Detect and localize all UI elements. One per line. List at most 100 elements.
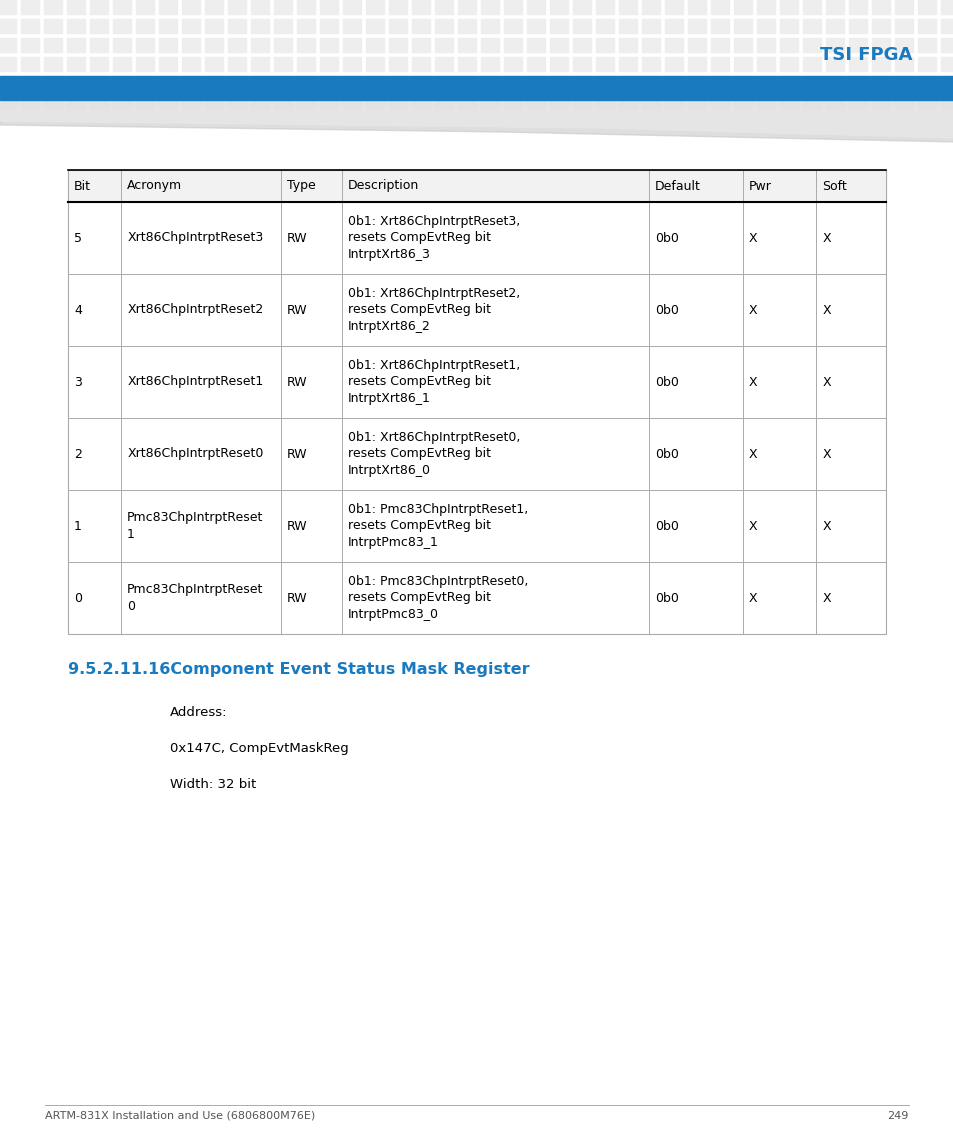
Bar xyxy=(68,169,885,634)
Bar xyxy=(780,38,797,52)
Bar xyxy=(68,169,885,202)
Bar xyxy=(480,0,498,14)
Bar xyxy=(0,76,953,100)
Text: RW: RW xyxy=(287,592,307,605)
Bar xyxy=(618,57,637,71)
Bar xyxy=(319,0,337,14)
Bar xyxy=(825,95,843,109)
Bar xyxy=(733,76,751,90)
Bar xyxy=(205,19,223,33)
Bar xyxy=(664,0,682,14)
Bar xyxy=(550,19,567,33)
Bar xyxy=(733,0,751,14)
Bar xyxy=(802,0,821,14)
Bar xyxy=(757,0,774,14)
Bar xyxy=(480,57,498,71)
Text: 0b0: 0b0 xyxy=(654,520,678,532)
Bar xyxy=(710,95,728,109)
Bar xyxy=(825,0,843,14)
Bar xyxy=(251,19,269,33)
Bar xyxy=(596,19,614,33)
Bar xyxy=(526,57,544,71)
Bar xyxy=(112,95,131,109)
Text: 9.5.2.11.16Component Event Status Mask Register: 9.5.2.11.16Component Event Status Mask R… xyxy=(68,662,529,677)
Bar xyxy=(343,57,360,71)
Text: Description: Description xyxy=(348,180,418,192)
Bar xyxy=(641,38,659,52)
Bar xyxy=(21,19,39,33)
Bar xyxy=(319,19,337,33)
Bar xyxy=(251,0,269,14)
Bar xyxy=(894,19,912,33)
Bar xyxy=(641,95,659,109)
Bar xyxy=(848,76,866,90)
Bar xyxy=(343,95,360,109)
Bar xyxy=(802,76,821,90)
Bar xyxy=(435,38,453,52)
Text: X: X xyxy=(748,231,757,245)
Bar xyxy=(205,0,223,14)
Bar xyxy=(366,57,384,71)
Bar xyxy=(457,95,476,109)
Bar xyxy=(573,38,590,52)
Bar xyxy=(664,95,682,109)
Bar xyxy=(67,95,85,109)
Text: X: X xyxy=(748,376,757,388)
Text: X: X xyxy=(821,592,830,605)
Bar xyxy=(641,19,659,33)
Bar xyxy=(274,76,292,90)
Bar xyxy=(0,95,16,109)
Bar xyxy=(550,76,567,90)
Bar xyxy=(825,19,843,33)
Bar xyxy=(757,95,774,109)
Bar xyxy=(503,57,521,71)
Bar xyxy=(480,19,498,33)
Bar xyxy=(526,95,544,109)
Text: RW: RW xyxy=(287,448,307,460)
Bar xyxy=(757,57,774,71)
Bar xyxy=(319,57,337,71)
Bar xyxy=(710,57,728,71)
Text: 0x147C, CompEvtMaskReg: 0x147C, CompEvtMaskReg xyxy=(170,742,349,755)
Text: X: X xyxy=(821,376,830,388)
Bar xyxy=(894,0,912,14)
Bar xyxy=(480,76,498,90)
Bar xyxy=(343,0,360,14)
Bar xyxy=(757,76,774,90)
Text: X: X xyxy=(821,231,830,245)
Bar xyxy=(573,19,590,33)
Bar xyxy=(871,38,889,52)
Bar xyxy=(503,0,521,14)
Text: X: X xyxy=(748,592,757,605)
Bar xyxy=(67,0,85,14)
Bar xyxy=(274,0,292,14)
Bar xyxy=(389,57,407,71)
Bar xyxy=(687,95,705,109)
Text: Xrt86ChpIntrptReset0: Xrt86ChpIntrptReset0 xyxy=(127,448,263,460)
Bar xyxy=(68,490,885,562)
Bar xyxy=(802,19,821,33)
Bar xyxy=(159,76,177,90)
Text: X: X xyxy=(748,303,757,316)
Bar xyxy=(917,19,935,33)
Bar xyxy=(136,19,153,33)
Bar xyxy=(90,38,108,52)
Bar xyxy=(664,57,682,71)
Bar xyxy=(296,76,314,90)
Bar xyxy=(710,0,728,14)
Bar xyxy=(251,38,269,52)
Text: Xrt86ChpIntrptReset1: Xrt86ChpIntrptReset1 xyxy=(127,376,263,388)
Bar xyxy=(848,19,866,33)
Bar xyxy=(205,95,223,109)
Bar xyxy=(435,0,453,14)
Bar xyxy=(136,95,153,109)
Bar xyxy=(940,38,953,52)
Bar xyxy=(112,57,131,71)
Bar xyxy=(573,95,590,109)
Bar xyxy=(641,76,659,90)
Bar xyxy=(917,95,935,109)
Bar xyxy=(871,0,889,14)
Text: Bit: Bit xyxy=(74,180,91,192)
Bar xyxy=(112,38,131,52)
Bar xyxy=(228,19,246,33)
